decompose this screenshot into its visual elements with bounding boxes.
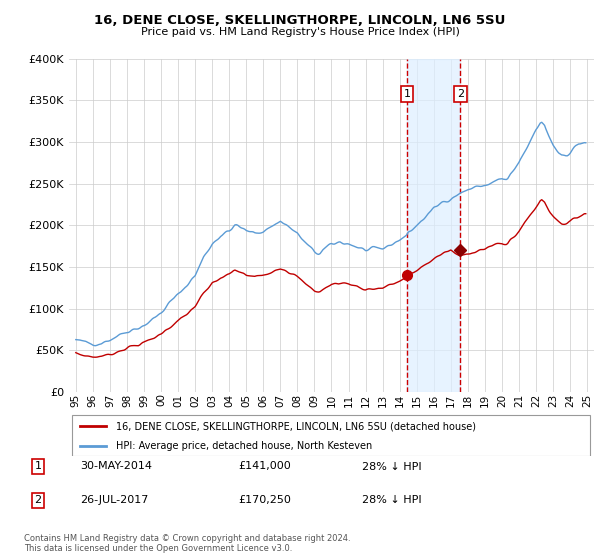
Text: 16, DENE CLOSE, SKELLINGTHORPE, LINCOLN, LN6 5SU (detached house): 16, DENE CLOSE, SKELLINGTHORPE, LINCOLN,… bbox=[116, 421, 476, 431]
Text: HPI: Average price, detached house, North Kesteven: HPI: Average price, detached house, Nort… bbox=[116, 441, 373, 451]
Text: Contains HM Land Registry data © Crown copyright and database right 2024.
This d: Contains HM Land Registry data © Crown c… bbox=[24, 534, 350, 553]
Text: 28% ↓ HPI: 28% ↓ HPI bbox=[362, 495, 422, 505]
Text: 2: 2 bbox=[457, 89, 464, 99]
Text: 28% ↓ HPI: 28% ↓ HPI bbox=[362, 461, 422, 472]
Text: 16, DENE CLOSE, SKELLINGTHORPE, LINCOLN, LN6 5SU: 16, DENE CLOSE, SKELLINGTHORPE, LINCOLN,… bbox=[94, 14, 506, 27]
Text: 26-JUL-2017: 26-JUL-2017 bbox=[80, 495, 149, 505]
Text: 30-MAY-2014: 30-MAY-2014 bbox=[80, 461, 152, 472]
Text: Price paid vs. HM Land Registry's House Price Index (HPI): Price paid vs. HM Land Registry's House … bbox=[140, 27, 460, 37]
Text: £170,250: £170,250 bbox=[238, 495, 291, 505]
Bar bbox=[407, 59, 460, 392]
Text: 1: 1 bbox=[403, 89, 410, 99]
Text: 1: 1 bbox=[35, 461, 41, 472]
FancyBboxPatch shape bbox=[71, 416, 590, 456]
Text: 2: 2 bbox=[35, 495, 41, 505]
Text: £141,000: £141,000 bbox=[238, 461, 291, 472]
